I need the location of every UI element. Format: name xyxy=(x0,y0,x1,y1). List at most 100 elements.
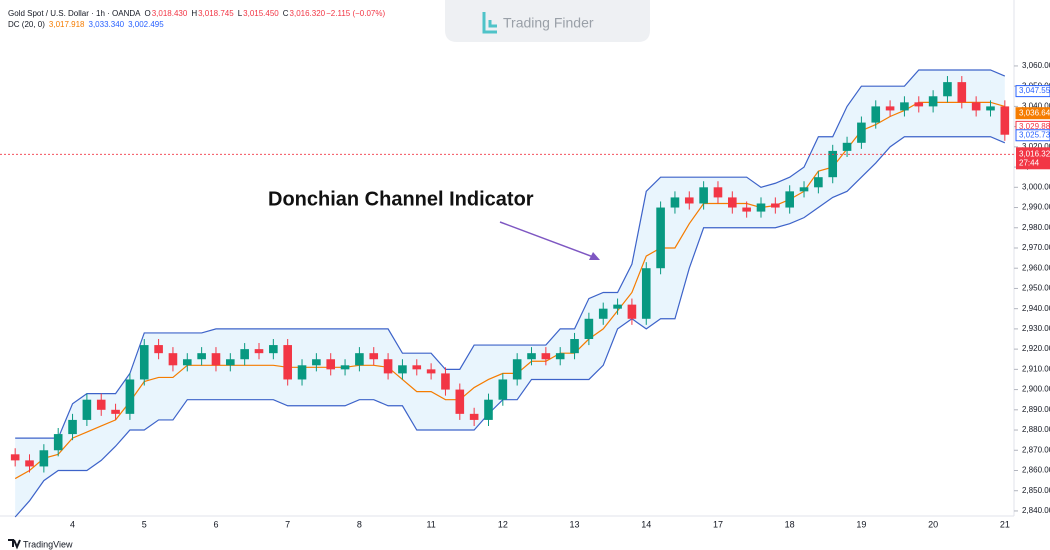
y-tick-label: 2,920.00 xyxy=(1022,344,1050,353)
candle-body xyxy=(182,359,192,366)
x-tick-label: 4 xyxy=(70,519,75,529)
countdown-label: 27:44 xyxy=(1019,158,1040,167)
candle-body xyxy=(814,177,823,188)
plot-area: 2,840.00 2,850.00 2,860.00 2,870.00 2,880.00… xyxy=(0,0,1050,529)
candle-body xyxy=(1000,106,1010,135)
y-tick-label: 2,960.00 xyxy=(1022,263,1050,272)
candle-body xyxy=(269,345,278,354)
x-tick-label: 6 xyxy=(213,519,218,529)
candle-body xyxy=(154,345,163,354)
candle-body xyxy=(326,359,336,370)
candle-body xyxy=(670,197,680,208)
candle-body xyxy=(168,353,178,366)
x-tick-label: 12 xyxy=(498,519,508,529)
logo-stroke xyxy=(488,20,497,28)
price-label: 3,029.88 xyxy=(1019,122,1050,131)
y-tick-label: 2,950.00 xyxy=(1022,284,1050,293)
last-price-label: 3,016.32 xyxy=(1019,149,1050,158)
y-tick-label: 2,910.00 xyxy=(1022,364,1050,373)
candle-body xyxy=(25,460,34,467)
price-label: 3,025.73 xyxy=(1019,130,1050,139)
legend-item: C xyxy=(283,9,289,18)
candle-body xyxy=(10,454,20,461)
candle-body xyxy=(785,191,794,208)
candle-body xyxy=(226,359,235,366)
candle-body xyxy=(39,450,49,467)
channel-basis xyxy=(14,101,1005,480)
y-tick-label: 3,040.00 xyxy=(1022,102,1050,111)
x-tick-label: 5 xyxy=(142,519,147,529)
candle-body xyxy=(584,318,594,340)
candle-body xyxy=(799,187,809,192)
legend-item: 3,002.495 xyxy=(128,20,164,29)
candle-body xyxy=(857,122,866,143)
x-tick-label: 18 xyxy=(785,519,795,529)
candle-body xyxy=(441,373,450,390)
candle-body xyxy=(498,379,508,400)
logo-stroke xyxy=(482,12,497,34)
candle-body xyxy=(240,349,249,360)
x-tick-label: 19 xyxy=(856,519,866,529)
annotation-arrow xyxy=(499,221,597,259)
channel-fill xyxy=(15,69,1005,518)
x-tick-label: 17 xyxy=(713,519,723,529)
legend-item: O xyxy=(145,9,151,18)
legend-item: DC (20, 0) xyxy=(8,20,45,29)
x-tick-label: 14 xyxy=(641,519,651,529)
candle-body xyxy=(871,106,881,123)
candle-body xyxy=(82,399,92,420)
channel-lower xyxy=(14,136,1006,518)
x-tick-label: 11 xyxy=(426,519,435,529)
candle-body xyxy=(656,207,665,269)
price-label: 3,047.55 xyxy=(1019,86,1050,95)
x-tick-label: 20 xyxy=(928,519,938,529)
candle-body xyxy=(512,359,522,380)
last-price-box xyxy=(1016,147,1050,170)
candle-body xyxy=(53,434,63,451)
y-tick-label: 3,000.00 xyxy=(1022,182,1050,191)
candle-body xyxy=(139,345,149,380)
x-tick-label: 21 xyxy=(1000,519,1010,529)
candle-body xyxy=(771,203,780,208)
legend-item: Gold Spot / U.S. Dollar · 1h · OANDA xyxy=(8,9,141,18)
candle-body xyxy=(885,106,895,111)
legend-item: L xyxy=(238,9,243,18)
logo-icon xyxy=(482,12,497,34)
candle-body xyxy=(398,365,407,374)
candle-body xyxy=(484,399,493,420)
candle-body xyxy=(828,150,838,178)
candle-body xyxy=(254,349,264,354)
candle-body xyxy=(713,187,723,198)
candle-body xyxy=(641,268,651,319)
legend-line: DC (20, 0) 3,017.918 3,033.340 3,002.495 xyxy=(8,20,164,29)
candle-body xyxy=(986,106,995,111)
candle-body xyxy=(340,365,350,370)
y-tick-label: 3,060.00 xyxy=(1022,61,1050,70)
y-tick-label: 2,940.00 xyxy=(1022,304,1050,313)
candle-body xyxy=(842,142,852,151)
y-tick-label: 2,850.00 xyxy=(1022,486,1050,495)
candle-body xyxy=(742,207,751,212)
candle-body xyxy=(957,82,967,103)
price-label-box xyxy=(1015,129,1050,142)
candle-body xyxy=(570,339,579,354)
candle-body xyxy=(412,365,422,370)
legend-item: −2.115 (−0.07%) xyxy=(326,9,385,18)
candle-body xyxy=(369,353,379,360)
logo-text: Trading Finder xyxy=(503,15,594,31)
y-tick-label: 2,890.00 xyxy=(1022,405,1050,414)
candle-body xyxy=(728,197,737,208)
y-tick-label: 2,980.00 xyxy=(1022,223,1050,232)
candle-body xyxy=(627,304,637,319)
candle-body xyxy=(943,82,952,97)
candle-body xyxy=(469,413,479,420)
candle-body xyxy=(756,203,766,212)
candle-body xyxy=(699,187,708,204)
y-tick-label: 2,860.00 xyxy=(1022,466,1050,475)
y-tick-label: 2,870.00 xyxy=(1022,445,1050,454)
legend-item: H xyxy=(191,9,197,18)
candle-body xyxy=(211,353,221,366)
legend-item: 3,018.745 xyxy=(198,9,234,18)
candle-body xyxy=(355,353,364,366)
